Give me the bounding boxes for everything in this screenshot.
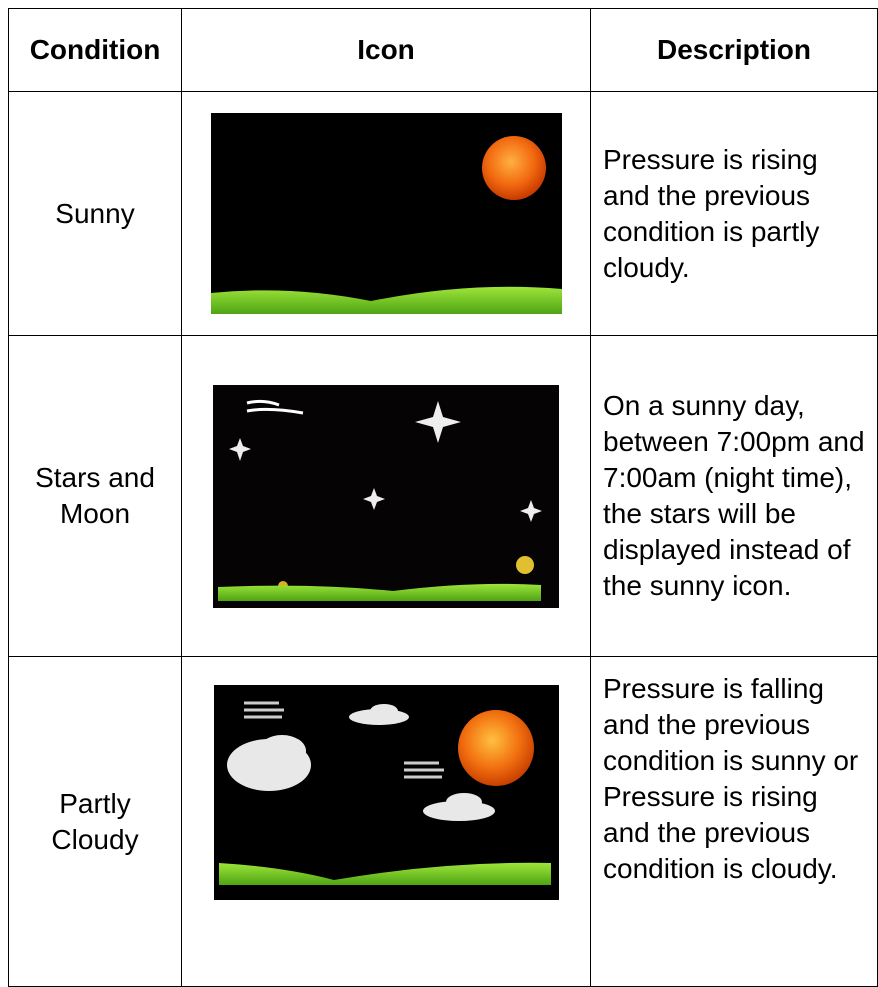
header-cell: Icon	[181, 8, 591, 92]
icon-cell	[181, 91, 591, 336]
icon-cell	[181, 335, 591, 657]
description: Pressure is rising and the previous cond…	[590, 91, 878, 336]
header-cell: Condition	[8, 8, 182, 92]
description: On a sunny day, between 7:00pm and 7:00a…	[590, 335, 878, 657]
conditions-table: Condition Icon Description Sunny Pressur…	[8, 8, 878, 987]
header-row: Condition Icon Description	[8, 8, 878, 92]
condition: Partly Cloudy	[8, 656, 182, 987]
condition: Sunny	[8, 91, 182, 336]
row: Stars and Moon On a sunny day, between 7…	[8, 335, 878, 657]
condition: Stars and Moon	[8, 335, 182, 657]
description: Pressure is falling and the previous con…	[590, 656, 878, 987]
page: Condition Icon Description Sunny Pressur…	[8, 8, 878, 987]
partly-cloudy-icon	[213, 685, 559, 900]
icon-cell	[181, 656, 591, 987]
row: Partly Cloudy Pressure is falling and th…	[8, 656, 878, 987]
header-cell: Description	[590, 8, 878, 92]
row: Sunny Pressure is rising and the previou…	[8, 91, 878, 336]
stars-moon-icon	[213, 384, 559, 608]
sunny-icon	[210, 113, 562, 314]
